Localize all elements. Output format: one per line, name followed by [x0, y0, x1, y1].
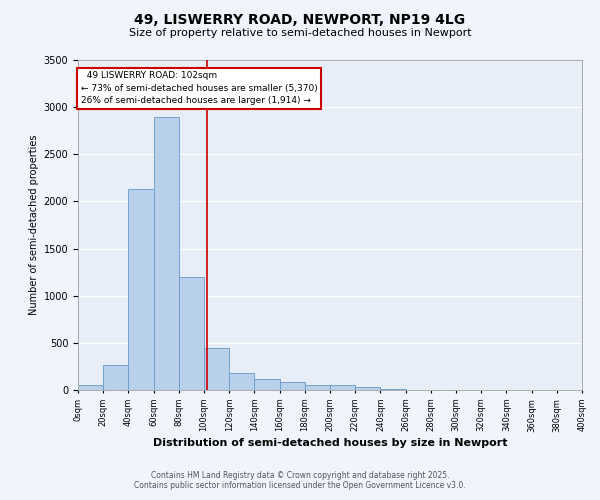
Bar: [305, 385, 330, 390]
Bar: [254, 378, 280, 390]
Y-axis label: Number of semi-detached properties: Number of semi-detached properties: [29, 134, 40, 316]
Text: Contains HM Land Registry data © Crown copyright and database right 2025.
Contai: Contains HM Land Registry data © Crown c…: [134, 470, 466, 490]
Bar: [280, 382, 305, 390]
Bar: [380, 388, 406, 390]
Text: 49 LISWERRY ROAD: 102sqm
← 73% of semi-detached houses are smaller (5,370)
26% o: 49 LISWERRY ROAD: 102sqm ← 73% of semi-d…: [80, 72, 317, 106]
Bar: [204, 348, 229, 390]
Bar: [355, 387, 380, 390]
Bar: [78, 386, 103, 390]
Text: Size of property relative to semi-detached houses in Newport: Size of property relative to semi-detach…: [128, 28, 472, 38]
Bar: [330, 385, 355, 390]
Bar: [128, 189, 154, 390]
X-axis label: Distribution of semi-detached houses by size in Newport: Distribution of semi-detached houses by …: [153, 438, 507, 448]
Bar: [154, 116, 179, 390]
Bar: [179, 277, 204, 390]
Bar: [103, 364, 128, 390]
Bar: [229, 373, 254, 390]
Text: 49, LISWERRY ROAD, NEWPORT, NP19 4LG: 49, LISWERRY ROAD, NEWPORT, NP19 4LG: [134, 12, 466, 26]
